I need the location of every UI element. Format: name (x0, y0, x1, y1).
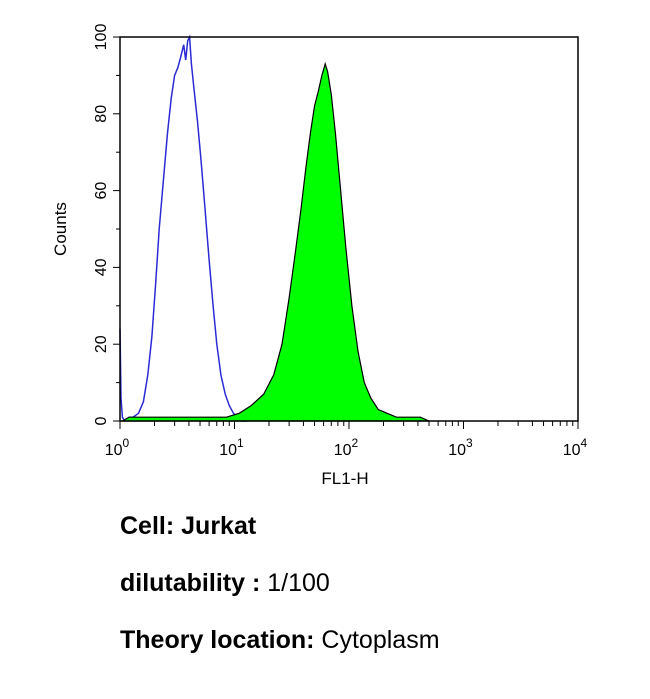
caption-cell: Cell: Jurkat (120, 512, 256, 541)
dilutability-value: 1/100 (267, 569, 330, 597)
x-tick-label: 101 (219, 436, 244, 459)
y-tick-label: 40 (93, 258, 110, 276)
x-tick-label: 104 (563, 436, 588, 459)
x-tick-label: 103 (448, 436, 473, 459)
location-label: Theory location: (120, 626, 315, 654)
cell-label: Cell: (120, 512, 175, 540)
y-tick-label: 60 (93, 182, 110, 200)
y-tick-label: 80 (93, 105, 110, 123)
dilutability-label: dilutability : (120, 569, 261, 597)
x-tick-label: 100 (105, 436, 130, 459)
y-axis-label: Counts (51, 202, 70, 256)
x-axis: 100 101 102 103 104 (105, 421, 588, 459)
y-axis: 0 20 40 60 80 100 (93, 24, 120, 425)
series-0-outline-histogram (119, 34, 248, 423)
caption-dilutability: dilutability : 1/100 (120, 569, 330, 598)
cell-value: Jurkat (181, 512, 257, 540)
histogram-chart: 100 101 102 103 104 0 20 40 60 80 100 FL1-H Count… (51, 24, 588, 488)
location-value: Cytoplasm (321, 626, 440, 654)
caption-location: Theory location: Cytoplasm (120, 626, 440, 655)
y-tick-label: 100 (93, 24, 110, 51)
y-tick-label: 0 (93, 416, 110, 425)
x-axis-label: FL1-H (321, 469, 368, 488)
x-tick-label: 102 (334, 436, 359, 459)
y-tick-label: 20 (93, 335, 110, 353)
series-layer (119, 34, 430, 423)
series-1-filled-histogram (120, 61, 430, 422)
